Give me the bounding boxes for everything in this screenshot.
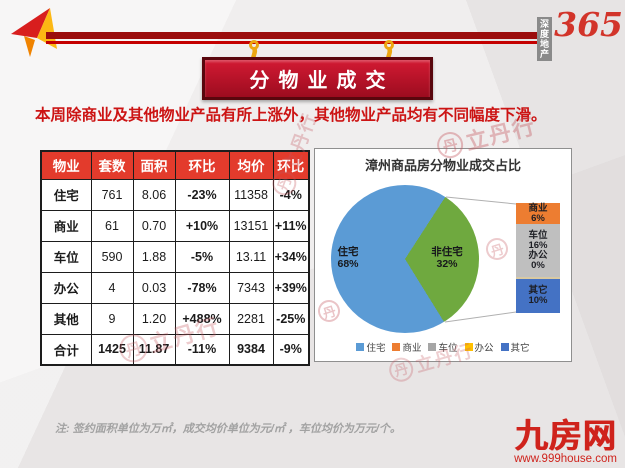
legend-item: 商业 — [392, 340, 421, 354]
legend-item: 住宅 — [356, 340, 385, 354]
cell: 8.06 — [132, 178, 176, 211]
bar-segment-parking: 车位 16% 办公 0% — [516, 224, 560, 277]
cell: -25% — [272, 302, 310, 335]
pie-label-residential: 住宅 68% — [337, 246, 359, 270]
table-row: 其他 9 1.20 +488% 2281 -25% — [40, 302, 310, 335]
cell: 办公 — [40, 271, 92, 304]
cell: 2281 — [228, 302, 274, 335]
legend-swatch-gray — [428, 343, 437, 351]
col-header: 物业 — [40, 150, 92, 180]
header-rule — [46, 32, 548, 44]
cell: 4 — [90, 271, 134, 304]
site-name: 九房网 — [514, 417, 617, 454]
cell: +488% — [174, 302, 230, 335]
col-header: 环比 — [272, 150, 310, 180]
cell: 1425 — [90, 333, 134, 366]
col-header: 套数 — [90, 150, 134, 180]
cell: 61 — [90, 209, 134, 242]
cell: 住宅 — [40, 178, 92, 211]
table-total-row: 合计 1425 11.87 -11% 9384 -9% — [40, 333, 310, 366]
pie-chart-panel: 漳州商品房分物业成交占比 住宅 68% 非住宅 32% 商业 6% 车位 16% 办公 0… — [314, 148, 572, 362]
cell: 车位 — [40, 240, 92, 273]
legend-swatch-darkblue — [500, 343, 509, 351]
cell: 9384 — [228, 333, 274, 366]
cell: 13.11 — [228, 240, 274, 273]
cell: 11.87 — [132, 333, 176, 366]
cell: -23% — [174, 178, 230, 211]
legend-item: 办公 — [464, 340, 494, 354]
legend-swatch-blue — [356, 343, 365, 351]
cell: 其他 — [40, 302, 92, 335]
table-row: 车位 590 1.88 -5% 13.11 +34% — [40, 240, 310, 273]
cell: 0.70 — [132, 209, 176, 242]
cell: -78% — [174, 271, 230, 304]
brand-logo: 深度 地产 365 — [537, 8, 623, 61]
cell: 合计 — [40, 333, 92, 366]
transactions-table: 物业 套数 面积 环比 均价 环比 住宅 761 8.06 -23% 11358… — [40, 150, 310, 366]
pie-label-nonresidential: 非住宅 32% — [431, 246, 463, 270]
cell: 7343 — [228, 271, 274, 304]
cell: 590 — [90, 240, 134, 273]
summary-headline: 本周除商业及其他物业产品有所上涨外，其他物业产品均有不同幅度下滑。 — [35, 107, 547, 124]
table-header-row: 物业 套数 面积 环比 均价 环比 — [40, 150, 310, 180]
cell: 商业 — [40, 209, 92, 242]
cell: +11% — [272, 209, 310, 242]
section-title: 分物业成交 — [249, 70, 395, 92]
table-row: 办公 4 0.03 -78% 7343 +39% — [40, 271, 310, 304]
table-row: 商业 61 0.70 +10% 13151 +11% — [40, 209, 310, 242]
cell: +39% — [272, 271, 310, 304]
cell: 0.03 — [132, 271, 176, 304]
cell: -11% — [174, 333, 230, 366]
legend-item: 其它 — [500, 340, 530, 354]
cell: 9 — [90, 302, 134, 335]
cell: 761 — [90, 178, 134, 211]
site-url: www.999house.com — [514, 453, 617, 465]
section-title-banner: 分物业成交 — [202, 57, 433, 100]
cell: 1.20 — [132, 302, 176, 335]
chart-title: 漳州商品房分物业成交占比 — [364, 158, 521, 173]
brand-logo-text: 深度 地产 — [537, 17, 553, 61]
cell: 1.88 — [132, 240, 176, 273]
legend-swatch-yellow — [464, 343, 473, 351]
bar-segment-office — [516, 277, 560, 279]
legend-item: 车位 — [428, 340, 458, 354]
col-header: 均价 — [228, 150, 274, 180]
table-row: 住宅 761 8.06 -23% 11358 -4% — [40, 178, 310, 211]
chart-legend: 住宅 商业 车位 办公 其它 — [315, 340, 571, 354]
cell: +34% — [272, 240, 310, 273]
site-logo: 九房网 www.999house.com — [514, 419, 617, 466]
brand-365: 365 — [554, 5, 623, 44]
cell: -5% — [174, 240, 230, 273]
pie-chart — [331, 185, 479, 333]
cell: 11358 — [228, 178, 274, 211]
cell: 13151 — [228, 209, 274, 242]
legend-swatch-orange — [392, 343, 401, 351]
col-header: 面积 — [132, 150, 176, 180]
cell: -9% — [272, 333, 310, 366]
col-header: 环比 — [174, 150, 230, 180]
footnote: 注: 签约面积单位为万㎡，成交均价单位为元/㎡ ，车位均价为万元/个。 — [55, 423, 401, 435]
cell: +10% — [174, 209, 230, 242]
cell: -4% — [272, 178, 310, 211]
bar-segment-commercial: 商业 6% — [516, 203, 560, 224]
breakout-stacked-bar: 商业 6% 车位 16% 办公 0% 其它 10% — [516, 203, 560, 313]
bar-segment-other: 其它 10% — [516, 279, 560, 313]
